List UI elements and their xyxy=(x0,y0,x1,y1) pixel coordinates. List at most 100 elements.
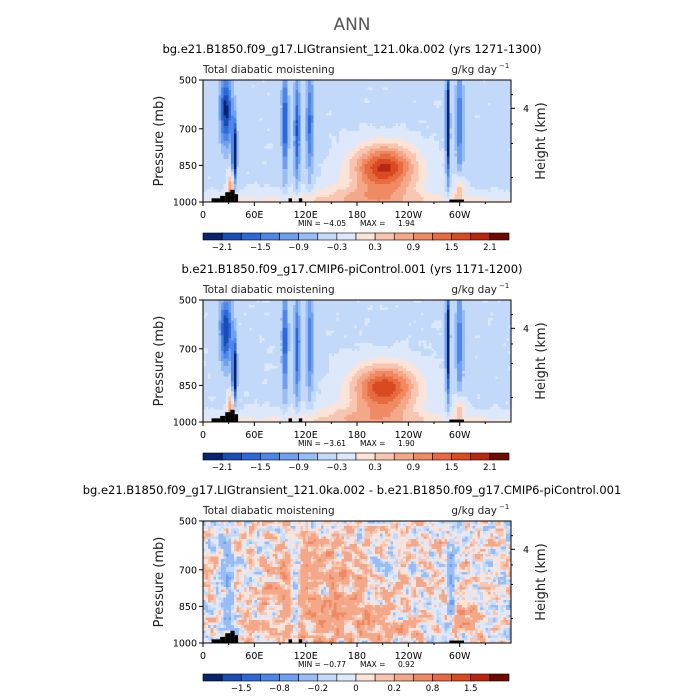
heatmap-cell xyxy=(272,120,276,124)
heatmap-cell xyxy=(277,156,281,160)
heatmap-cell xyxy=(233,171,237,175)
heatmap-cell xyxy=(495,87,499,91)
heatmap-cell xyxy=(444,130,448,134)
heatmap-cell xyxy=(441,125,445,129)
heatmap-cell xyxy=(482,138,486,142)
heatmap-cell xyxy=(392,143,396,147)
heatmap-cell xyxy=(349,179,353,183)
heatmap-cell xyxy=(421,156,425,160)
heatmap-cell xyxy=(467,115,471,119)
heatmap-cell xyxy=(290,107,294,111)
heatmap-cell xyxy=(439,100,443,104)
heatmap-cell xyxy=(459,97,463,101)
heatmap-cell xyxy=(336,87,340,91)
heatmap-cell xyxy=(431,100,435,104)
heatmap-cell xyxy=(251,92,255,96)
heatmap-cell xyxy=(428,174,432,177)
heatmap-cell xyxy=(441,110,445,114)
heatmap-cell xyxy=(500,120,504,124)
heatmap-cell xyxy=(385,179,389,183)
heatmap-cell xyxy=(292,181,296,185)
heatmap-cell xyxy=(313,87,317,91)
heatmap-cell xyxy=(387,92,391,96)
heatmap-cell xyxy=(400,151,404,155)
heatmap-cell xyxy=(490,80,494,83)
heatmap-cell xyxy=(423,97,427,101)
heatmap-cell xyxy=(285,133,289,137)
heatmap-cell xyxy=(344,158,348,162)
heatmap-cell xyxy=(210,97,214,101)
heatmap-cell xyxy=(357,87,360,91)
heatmap-cell xyxy=(287,176,291,180)
heatmap-cell xyxy=(434,82,437,86)
heatmap-cell xyxy=(351,151,355,155)
heatmap-cell xyxy=(264,113,268,116)
heatmap-cell xyxy=(410,141,414,144)
heatmap-cell xyxy=(477,161,481,165)
heatmap-cell xyxy=(210,125,214,129)
heatmap-cell xyxy=(487,146,491,150)
heatmap-cell xyxy=(226,120,230,124)
heatmap-cell xyxy=(500,151,504,155)
heatmap-cell xyxy=(223,128,227,132)
heatmap-cell xyxy=(220,118,224,122)
heatmap-cell xyxy=(469,120,473,124)
heatmap-cell xyxy=(403,171,407,175)
heatmap-cell xyxy=(272,118,276,122)
heatmap-cell xyxy=(498,102,502,106)
heatmap-cell xyxy=(326,85,330,89)
heatmap-cell xyxy=(421,90,425,94)
heatmap-cell xyxy=(485,97,489,101)
heatmap-cell xyxy=(426,181,430,185)
heatmap-cell xyxy=(487,115,491,119)
heatmap-cell xyxy=(508,85,512,89)
heatmap-cell xyxy=(274,179,278,183)
heatmap-cell xyxy=(439,90,443,94)
heatmap-cell xyxy=(385,80,389,83)
heatmap-cell xyxy=(498,105,502,109)
heatmap-cell xyxy=(369,120,373,124)
heatmap-cell xyxy=(392,82,396,86)
heatmap-cell xyxy=(475,151,479,155)
heatmap-cell xyxy=(285,95,289,99)
heatmap-cell xyxy=(274,128,278,132)
heatmap-cell xyxy=(459,85,463,89)
heatmap-cell xyxy=(321,102,325,106)
heatmap-cell xyxy=(220,158,224,162)
heatmap-cell xyxy=(464,100,468,104)
heatmap-cell xyxy=(454,100,458,104)
heatmap-cell xyxy=(341,92,345,96)
heatmap-cell xyxy=(434,85,437,89)
heatmap-cell xyxy=(472,115,476,119)
heatmap-cell xyxy=(277,174,281,177)
heatmap-cell xyxy=(336,110,340,114)
heatmap-cell xyxy=(238,176,242,180)
heatmap-cell xyxy=(310,115,314,119)
heatmap-cell xyxy=(436,148,440,152)
heatmap-cell xyxy=(339,87,342,91)
heatmap-cell xyxy=(208,138,212,142)
heatmap-cell xyxy=(421,163,425,167)
heatmap-cell xyxy=(487,138,491,142)
heatmap-cell xyxy=(403,176,407,180)
heatmap-cell xyxy=(377,120,381,124)
heatmap-cell xyxy=(416,107,419,111)
heatmap-cell xyxy=(226,184,230,188)
heatmap-cell xyxy=(357,161,360,165)
heatmap-cell xyxy=(459,163,463,167)
heatmap-cell xyxy=(475,135,479,139)
heatmap-cell xyxy=(498,133,502,137)
heatmap-cell xyxy=(351,123,355,127)
heatmap-cell xyxy=(223,110,227,114)
heatmap-cell xyxy=(377,138,381,142)
heatmap-cell xyxy=(408,181,412,185)
heatmap-cell xyxy=(439,181,443,185)
heatmap-cell xyxy=(333,181,337,185)
heatmap-cell xyxy=(441,107,445,111)
heatmap-cell xyxy=(349,113,353,116)
heatmap-cell xyxy=(303,128,307,132)
heatmap-cell xyxy=(246,135,250,139)
heatmap-cell xyxy=(505,82,509,86)
heatmap-cell xyxy=(485,113,489,116)
heatmap-cell xyxy=(226,171,230,175)
